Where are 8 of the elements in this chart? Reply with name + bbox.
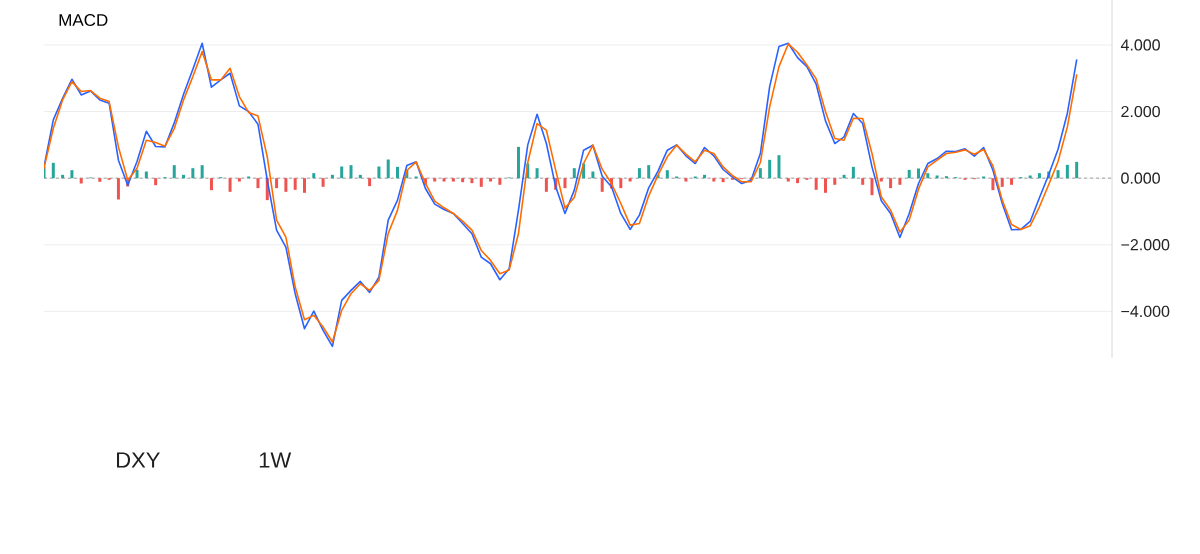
y-tick-label: 4.000	[1120, 39, 1160, 51]
y-tick-label: 2.000	[1121, 105, 1160, 118]
y-tick-label: −2.000	[1121, 239, 1170, 251]
text: MACD	[59, 13, 108, 27]
text: 1W	[259, 452, 292, 468]
text: DXY	[117, 452, 160, 468]
y-tick-label: 0.000	[1121, 172, 1160, 184]
y-tick-label: −4.000	[1121, 305, 1170, 318]
